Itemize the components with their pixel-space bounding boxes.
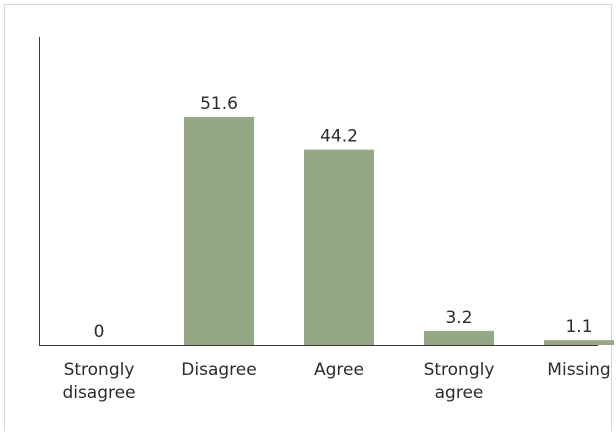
category-label-4-line-0: Missing	[547, 360, 610, 380]
bars-group	[184, 116, 614, 345]
value-label-0: 0	[94, 322, 105, 342]
bar-3	[424, 330, 494, 345]
bar-2	[304, 149, 374, 345]
bar-4	[544, 340, 614, 345]
value-label-4: 1.1	[565, 317, 592, 337]
value-label-3: 3.2	[445, 308, 472, 328]
category-label-3: Strongly agree	[424, 360, 495, 403]
value-labels-group: 0 51.6 44.2 3.2 1.1	[94, 94, 593, 342]
category-label-3-line-1: agree	[435, 383, 484, 403]
category-label-1: Disagree	[181, 360, 256, 380]
category-label-2-line-0: Agree	[314, 360, 364, 380]
value-label-2: 44.2	[320, 127, 358, 147]
category-label-0-line-0: Strongly	[64, 360, 135, 380]
category-labels-group: Strongly disagree Disagree Agree Strongly agr…	[62, 360, 610, 403]
category-label-4: Missing	[547, 360, 610, 380]
category-label-0-line-1: disagree	[62, 383, 135, 403]
chart-frame	[4, 4, 612, 431]
category-label-2: Agree	[314, 360, 364, 380]
category-label-1-line-0: Disagree	[181, 360, 256, 380]
category-label-3-line-0: Strongly	[424, 360, 495, 380]
value-label-1: 51.6	[200, 94, 238, 114]
bar-1	[184, 116, 254, 345]
category-label-0: Strongly disagree	[62, 360, 135, 403]
